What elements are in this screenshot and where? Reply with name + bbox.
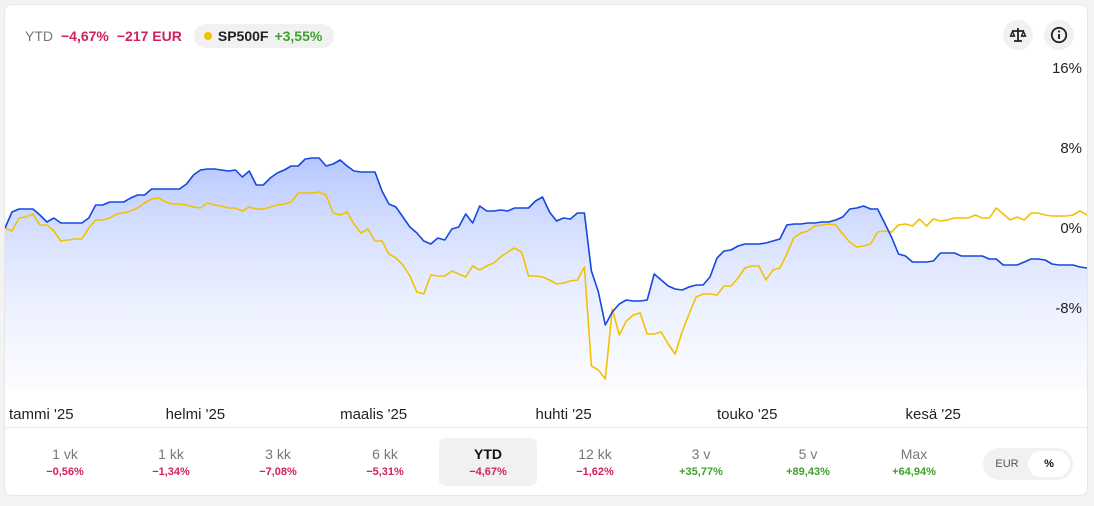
period-label: 5 v [798, 446, 818, 462]
period-value: −4,67% [469, 466, 507, 478]
balance-scale-icon [1009, 28, 1027, 42]
period-label: 12 kk [578, 446, 612, 462]
period-value: +89,43% [786, 466, 830, 478]
period-selector: 1 vk −0,56% 1 kk −1,34% 3 kk −7,08% 6 kk −5,31%… [5, 435, 985, 489]
unit-toggle[interactable]: EUR % [983, 448, 1073, 480]
x-tick-label: helmi '25 [166, 406, 226, 423]
unit-option-percent[interactable]: % [1028, 451, 1070, 477]
period-button[interactable]: Max +64,94% [865, 438, 963, 486]
ytd-percent: −4,67% [61, 28, 109, 44]
portfolio-line [5, 157, 1087, 326]
unit-option-eur[interactable]: EUR [995, 458, 1019, 470]
period-button[interactable]: 6 kk −5,31% [336, 438, 434, 486]
period-label: 6 kk [372, 446, 398, 462]
period-value: −5,31% [366, 466, 404, 478]
period-button[interactable]: 3 kk −7,08% [229, 438, 327, 486]
period-label: 3 kk [265, 446, 291, 462]
period-button[interactable]: 5 v +89,43% [759, 438, 857, 486]
benchmark-line [5, 191, 1087, 380]
divider [5, 427, 1087, 428]
period-value: −1,62% [576, 466, 614, 478]
performance-chart: 16% 8% 0% -8% tammi '25 helmi '25 maalis '25 h… [5, 60, 1087, 423]
period-button[interactable]: YTD −4,67% [439, 438, 537, 486]
period-label: 3 v [691, 446, 711, 462]
period-label: Max [900, 446, 928, 462]
compare-button[interactable] [1003, 20, 1033, 50]
period-label: YTD [474, 446, 502, 462]
y-tick-label: 16% [1052, 60, 1082, 77]
x-tick-label: touko '25 [717, 406, 777, 423]
y-tick-label: -8% [1055, 300, 1082, 317]
x-tick-label: kesä '25 [906, 406, 961, 423]
ytd-amount: −217 EUR [116, 28, 182, 44]
period-button[interactable]: 1 vk −0,56% [16, 438, 114, 486]
period-value: +64,94% [892, 466, 936, 478]
period-value: −0,56% [46, 466, 84, 478]
period-value: +35,77% [679, 466, 723, 478]
period-value: −7,08% [259, 466, 297, 478]
period-button[interactable]: 3 v +35,77% [652, 438, 750, 486]
info-button[interactable] [1044, 20, 1074, 50]
period-value: −1,34% [152, 466, 190, 478]
period-label: 1 kk [158, 446, 184, 462]
y-tick-label: 8% [1060, 140, 1082, 157]
performance-card: YTD −4,67% −217 EUR SP500F +3,55% [4, 4, 1088, 496]
period-button[interactable]: 1 kk −1,34% [122, 438, 220, 486]
x-tick-label: huhti '25 [536, 406, 592, 423]
info-icon [1050, 26, 1068, 44]
summary-bar: YTD −4,67% −217 EUR SP500F +3,55% [25, 23, 335, 49]
portfolio-area [5, 158, 1087, 390]
period-label: 1 vk [52, 446, 78, 462]
x-tick-label: maalis '25 [340, 406, 407, 423]
benchmark-dot-icon [203, 32, 212, 40]
period-button[interactable]: 12 kk −1,62% [546, 438, 644, 486]
x-tick-label: tammi '25 [9, 406, 74, 423]
benchmark-name: SP500F [217, 28, 269, 44]
ytd-label: YTD [25, 28, 53, 44]
benchmark-change: +3,55% [274, 28, 323, 44]
benchmark-chip[interactable]: SP500F +3,55% [193, 24, 335, 48]
y-tick-label: 0% [1060, 220, 1082, 237]
